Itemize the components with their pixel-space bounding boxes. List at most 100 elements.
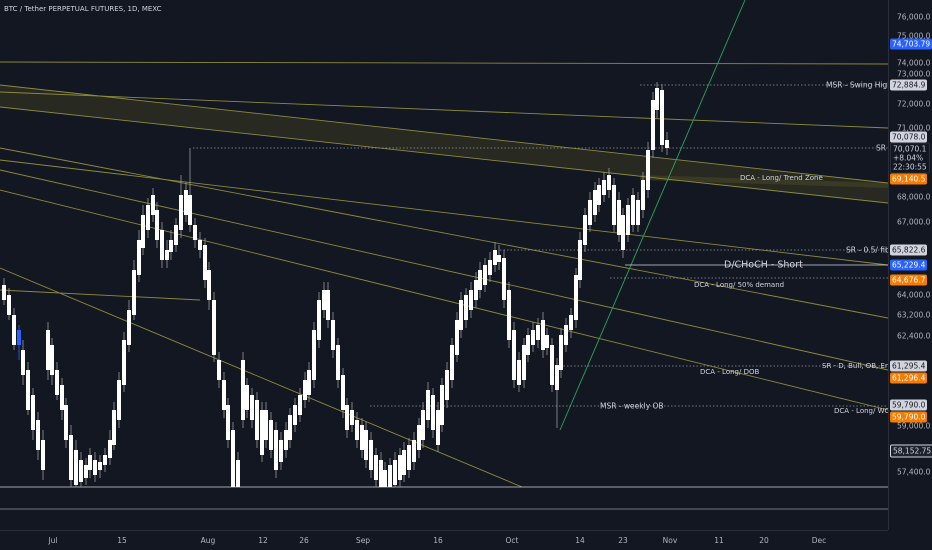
countdown-timer: 22:30:55 <box>893 162 927 172</box>
bear-candle <box>322 290 326 310</box>
annotation-dca-wob[interactable]: DCA - Long/ WOB <box>834 407 895 415</box>
bear-candle <box>651 100 655 150</box>
bear-candle <box>483 265 487 285</box>
bear-candle <box>636 200 640 225</box>
bear-candle <box>312 330 316 380</box>
annotation-msr-weekly-ob[interactable]: MSR - weekly OB <box>600 401 664 411</box>
bear-candle <box>545 335 549 348</box>
bear-candle <box>393 460 397 485</box>
bear-candle <box>151 195 155 215</box>
y-tick: 62,400.0 <box>897 331 931 341</box>
x-tick: Jul <box>48 536 58 545</box>
x-tick: Oct <box>505 536 519 545</box>
bear-candle <box>288 415 292 440</box>
bear-candle <box>236 460 240 487</box>
bear-candle <box>593 190 597 215</box>
bear-candle <box>655 88 659 110</box>
last-price: 70,070.1 <box>893 144 927 154</box>
bear-candle <box>383 470 387 487</box>
bear-candle <box>440 385 444 425</box>
price-tag-50-demand: 64,676.7 <box>890 274 928 286</box>
bear-candle <box>578 240 582 280</box>
bear-candle <box>550 345 554 385</box>
price-tag-sr: 70,078.0 <box>890 131 928 143</box>
bear-candle <box>517 360 521 385</box>
bear-candle <box>574 275 578 320</box>
bear-candle <box>541 320 545 350</box>
bear-candle <box>193 225 197 240</box>
x-tick: Sep <box>355 536 371 545</box>
price-chart-plot[interactable] <box>0 0 888 530</box>
annotation-sr-fib[interactable]: SR - 0.5/ fib <box>846 245 890 255</box>
y-tick: 57,400.0 <box>897 467 931 477</box>
bear-candle <box>369 440 373 470</box>
bear-candle <box>26 370 30 410</box>
bear-candle <box>531 330 535 345</box>
bear-candle <box>426 390 430 420</box>
bear-candle <box>398 455 402 480</box>
bear-candle <box>407 445 411 470</box>
sr-lines <box>193 84 888 407</box>
annotation-dca-dob[interactable]: DCA - Long/ DOB <box>700 368 760 376</box>
bear-candle <box>98 462 102 470</box>
bear-candle <box>284 430 288 450</box>
price-tag-fib: 65,822.6 <box>890 244 928 256</box>
bear-candle <box>660 90 664 145</box>
bear-candle <box>478 270 482 290</box>
bear-candle <box>421 410 425 440</box>
bear-candle <box>31 395 35 430</box>
bear-candle <box>536 325 540 340</box>
bear-candle <box>112 410 116 445</box>
price-tag-choch: 65,229.4 <box>890 259 928 271</box>
bear-candle <box>555 365 559 390</box>
bear-candle <box>455 320 459 355</box>
bear-candle <box>117 380 121 420</box>
bear-candle <box>188 195 192 225</box>
bear-candle <box>526 335 530 355</box>
x-tick: Dec <box>811 536 827 545</box>
bear-candle <box>250 395 254 420</box>
bear-candle <box>69 435 73 480</box>
time-axis[interactable]: Jul 15 Aug 12 26 Sep 16 Oct 14 23 Nov 11… <box>0 530 888 550</box>
price-tag-dob: 61,296.4 <box>890 372 928 384</box>
x-tick: 12 <box>258 536 268 545</box>
bear-candle <box>108 440 112 458</box>
annotation-msr-swing-high[interactable]: MSR - Swing High <box>826 80 893 90</box>
annotation-dca-trend-zone[interactable]: DCA - Long/ Trend Zone <box>740 174 823 182</box>
bear-candle <box>174 225 178 245</box>
trendlines <box>0 61 888 488</box>
bear-candle <box>84 465 88 478</box>
price-tag-swing-top: 74,703.79 <box>890 38 932 50</box>
bear-candle <box>493 250 497 265</box>
bear-candle <box>502 258 506 300</box>
bear-candle <box>245 385 249 410</box>
bear-candle <box>274 430 278 470</box>
y-tick: 68,000.0 <box>897 192 931 202</box>
bear-candle <box>269 420 273 450</box>
bear-candle <box>184 190 188 215</box>
chart-title: BTC / Tether PERPETUAL FUTURES, 1D, MEXC <box>4 5 162 13</box>
y-tick: 74,000.0 <box>897 58 931 68</box>
bear-candle <box>12 315 16 345</box>
bear-candle <box>665 140 669 148</box>
bear-candle <box>226 405 230 440</box>
y-tick: 63,200.0 <box>897 310 931 320</box>
bear-candle <box>588 200 592 225</box>
bear-candle <box>522 345 526 380</box>
dca-trend-zone-box <box>640 175 888 188</box>
price-axis[interactable]: 76,000.0 75,000.0 74,000.0 73,000.0 72,0… <box>888 0 932 530</box>
annotation-sr-bull-ob[interactable]: SR - D, Bull, OB, Entry <box>822 362 900 370</box>
bear-candle <box>64 405 68 440</box>
bear-candle <box>203 245 207 280</box>
bear-candle <box>303 380 307 400</box>
bear-candle <box>621 215 625 250</box>
y-tick: 71,000.0 <box>897 123 931 133</box>
bear-candle <box>450 345 454 380</box>
annotation-dca-50-demand[interactable]: DCA - Long/ 50% demand <box>694 281 785 289</box>
bear-candle <box>46 330 50 370</box>
x-tick: 11 <box>714 536 724 545</box>
bear-candle <box>79 460 83 482</box>
annotation-sr[interactable]: SR <box>876 143 886 153</box>
annotation-choch-short[interactable]: D/CHoCH - Short <box>724 259 803 271</box>
bear-candle <box>55 370 59 395</box>
